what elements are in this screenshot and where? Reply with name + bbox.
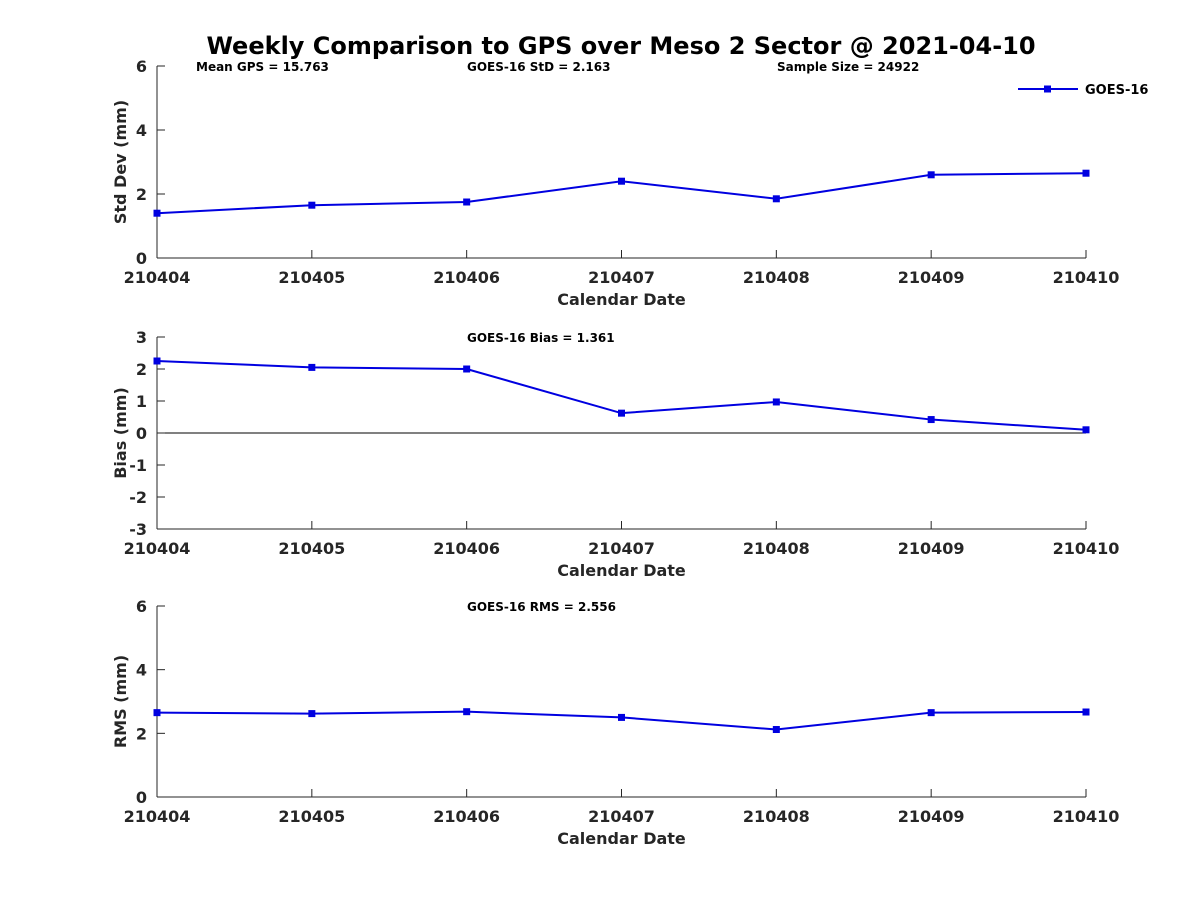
stat-annotation: GOES-16 StD = 2.163	[467, 60, 610, 74]
x-tick-label: 210404	[124, 539, 191, 558]
y-axis-label: Std Dev (mm)	[111, 100, 130, 224]
x-tick-label: 210410	[1053, 807, 1120, 826]
data-point	[153, 209, 161, 217]
stat-annotation: Mean GPS = 15.763	[196, 60, 329, 74]
panel-bias: -3 -2 -1 0 1 2 3 210404 210405 210406 210407 210408…	[111, 328, 1119, 580]
x-tick-label: 210406	[433, 539, 500, 558]
x-tick-label: 210408	[743, 807, 810, 826]
y-tick-label: 6	[136, 57, 147, 76]
x-tick-label: 210407	[588, 539, 655, 558]
legend-label: GOES-16	[1085, 83, 1148, 98]
data-point	[153, 357, 161, 365]
x-tick-label: 210409	[898, 268, 965, 287]
data-point	[772, 398, 780, 406]
x-tick-label: 210410	[1053, 539, 1120, 558]
x-tick-label: 210406	[433, 807, 500, 826]
x-tick-label: 210407	[588, 807, 655, 826]
data-point	[463, 198, 471, 206]
x-tick-label: 210408	[743, 539, 810, 558]
legend: GOES-16	[1018, 83, 1148, 98]
y-tick-label: 2	[136, 724, 147, 743]
data-point	[618, 713, 625, 721]
chart-title: Weekly Comparison to GPS over Meso 2 Sec…	[206, 32, 1035, 60]
y-tick-label: 3	[136, 328, 147, 347]
x-tick-label: 210409	[898, 807, 965, 826]
data-point	[927, 709, 935, 717]
y-tick-label: 2	[136, 185, 147, 204]
x-tick-label: 210406	[433, 268, 500, 287]
y-tick-label: 0	[136, 424, 147, 443]
data-point	[153, 709, 161, 717]
y-tick-label: 1	[136, 392, 147, 411]
x-tick-label: 210404	[124, 268, 191, 287]
series-line-goes16	[156, 360, 1087, 431]
y-tick-label: 6	[136, 597, 147, 616]
stat-annotation: Sample Size = 24922	[777, 60, 919, 74]
x-tick-label: 210408	[743, 268, 810, 287]
x-tick-label: 210410	[1053, 268, 1120, 287]
panel-std: 0 2 4 6 210404 210405 210406 210407 210408 210409…	[111, 57, 1119, 309]
x-tick-label: 210405	[278, 539, 345, 558]
y-tick-label: -1	[129, 456, 147, 475]
data-point	[463, 708, 471, 716]
y-tick-label: 4	[136, 121, 147, 140]
x-axis-label: Calendar Date	[557, 561, 686, 580]
y-tick-label: 4	[136, 661, 147, 680]
data-point	[463, 365, 471, 373]
data-point	[1082, 708, 1090, 716]
data-point	[927, 416, 935, 424]
data-point	[1082, 426, 1090, 434]
data-point	[772, 726, 780, 734]
x-axis-label: Calendar Date	[557, 290, 686, 309]
y-axis-label: Bias (mm)	[111, 387, 130, 479]
panel-rms: 0 2 4 6 210404 210405 210406 210407 210408 210409…	[111, 597, 1119, 848]
y-tick-label: 0	[136, 249, 147, 268]
x-tick-label: 210405	[278, 268, 345, 287]
y-tick-label: -2	[129, 488, 147, 507]
data-point	[618, 409, 625, 417]
data-point	[772, 195, 780, 203]
x-tick-label: 210405	[278, 807, 345, 826]
y-axis-label: RMS (mm)	[111, 655, 130, 748]
data-point	[1082, 169, 1090, 177]
data-point	[308, 710, 316, 718]
data-point	[618, 177, 625, 185]
x-axis-label: Calendar Date	[557, 829, 686, 848]
data-point	[308, 363, 316, 371]
x-tick-label: 210404	[124, 807, 191, 826]
legend-marker	[1044, 85, 1051, 93]
data-point	[927, 171, 935, 179]
stat-annotation: GOES-16 RMS = 2.556	[467, 600, 616, 614]
y-tick-label: 2	[136, 360, 147, 379]
stat-annotation: GOES-16 Bias = 1.361	[467, 331, 615, 345]
y-tick-label: 0	[136, 788, 147, 807]
data-point	[308, 201, 316, 209]
x-tick-label: 210407	[588, 268, 655, 287]
x-tick-label: 210409	[898, 539, 965, 558]
y-tick-label: -3	[129, 520, 147, 539]
